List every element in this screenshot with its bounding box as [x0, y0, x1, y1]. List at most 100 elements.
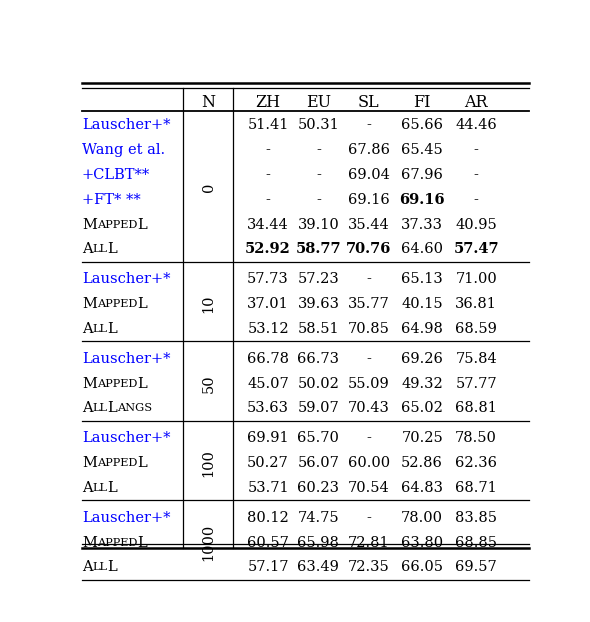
Text: SL: SL	[358, 94, 379, 111]
Text: Lauscher+*: Lauscher+*	[82, 351, 171, 366]
Text: 70.43: 70.43	[348, 401, 389, 415]
Text: 80.12: 80.12	[247, 511, 289, 525]
Text: 36.81: 36.81	[455, 297, 497, 311]
Text: L: L	[137, 297, 147, 311]
Text: 60.00: 60.00	[348, 456, 390, 470]
Text: LL: LL	[93, 244, 107, 254]
Text: ANGS: ANGS	[117, 404, 152, 414]
Text: L: L	[107, 322, 117, 336]
Text: 44.46: 44.46	[455, 118, 497, 132]
Text: 51.41: 51.41	[247, 118, 289, 132]
Text: M: M	[82, 297, 97, 311]
Text: 71.00: 71.00	[455, 272, 497, 286]
Text: -: -	[316, 143, 321, 157]
Text: M: M	[82, 456, 97, 470]
Text: A: A	[82, 322, 93, 336]
Text: A: A	[82, 401, 93, 415]
Text: -: -	[316, 193, 321, 207]
Text: 57.47: 57.47	[453, 243, 499, 256]
Text: 1000: 1000	[202, 524, 215, 561]
Text: -: -	[474, 143, 478, 157]
Text: 59.07: 59.07	[297, 401, 339, 415]
Text: APPED: APPED	[97, 458, 137, 468]
Text: 74.75: 74.75	[297, 511, 339, 525]
Text: 35.77: 35.77	[348, 297, 389, 311]
Text: 53.63: 53.63	[247, 401, 289, 415]
Text: L: L	[137, 456, 147, 470]
Text: 62.36: 62.36	[455, 456, 497, 470]
Text: Lauscher+*: Lauscher+*	[82, 118, 171, 132]
Text: 69.16: 69.16	[348, 193, 389, 207]
Text: 37.33: 37.33	[401, 218, 443, 231]
Text: 34.44: 34.44	[247, 218, 289, 231]
Text: 70.25: 70.25	[401, 431, 443, 445]
Text: APPED: APPED	[97, 379, 137, 389]
Text: L: L	[137, 376, 147, 391]
Text: 60.23: 60.23	[297, 481, 339, 495]
Text: -: -	[366, 511, 371, 525]
Text: 70.54: 70.54	[348, 481, 389, 495]
Text: 70.85: 70.85	[348, 322, 389, 336]
Text: 78.00: 78.00	[401, 511, 443, 525]
Text: 66.78: 66.78	[247, 351, 289, 366]
Text: 67.86: 67.86	[348, 143, 389, 157]
Text: +FT* **: +FT* **	[82, 193, 141, 207]
Text: -: -	[266, 193, 271, 207]
Text: +CLBT**: +CLBT**	[82, 168, 150, 182]
Text: APPED: APPED	[97, 537, 137, 547]
Text: 45.07: 45.07	[247, 376, 289, 391]
Text: 57.73: 57.73	[247, 272, 289, 286]
Text: 49.32: 49.32	[401, 376, 443, 391]
Text: 72.81: 72.81	[348, 536, 389, 550]
Text: 53.12: 53.12	[247, 322, 289, 336]
Text: L: L	[107, 243, 117, 256]
Text: 53.71: 53.71	[247, 481, 289, 495]
Text: AR: AR	[464, 94, 488, 111]
Text: N: N	[202, 94, 215, 111]
Text: 64.83: 64.83	[401, 481, 443, 495]
Text: 50: 50	[202, 374, 215, 393]
Text: 72.35: 72.35	[348, 560, 389, 575]
Text: 64.98: 64.98	[401, 322, 443, 336]
Text: 66.05: 66.05	[401, 560, 443, 575]
Text: -: -	[366, 118, 371, 132]
Text: 10: 10	[202, 295, 215, 313]
Text: 56.07: 56.07	[297, 456, 339, 470]
Text: EU: EU	[306, 94, 331, 111]
Text: 37.01: 37.01	[247, 297, 289, 311]
Text: 55.09: 55.09	[348, 376, 389, 391]
Text: 40.15: 40.15	[401, 297, 443, 311]
Text: 100: 100	[202, 449, 215, 477]
Text: FI: FI	[414, 94, 431, 111]
Text: 70.76: 70.76	[346, 243, 391, 256]
Text: A: A	[82, 481, 93, 495]
Text: -: -	[266, 143, 271, 157]
Text: 58.51: 58.51	[297, 322, 339, 336]
Text: 69.91: 69.91	[247, 431, 289, 445]
Text: 39.63: 39.63	[297, 297, 339, 311]
Text: L: L	[107, 481, 117, 495]
Text: 60.57: 60.57	[247, 536, 289, 550]
Text: M: M	[82, 218, 97, 231]
Text: 39.10: 39.10	[297, 218, 339, 231]
Text: 78.50: 78.50	[455, 431, 497, 445]
Text: LL: LL	[93, 562, 107, 572]
Text: M: M	[82, 376, 97, 391]
Text: Lauscher+*: Lauscher+*	[82, 272, 171, 286]
Text: -: -	[366, 272, 371, 286]
Text: 52.86: 52.86	[401, 456, 443, 470]
Text: 65.66: 65.66	[401, 118, 443, 132]
Text: 67.96: 67.96	[401, 168, 443, 182]
Text: APPED: APPED	[97, 220, 137, 230]
Text: 68.59: 68.59	[455, 322, 497, 336]
Text: APPED: APPED	[97, 299, 137, 309]
Text: 57.23: 57.23	[297, 272, 339, 286]
Text: L: L	[137, 536, 147, 550]
Text: A: A	[82, 243, 93, 256]
Text: 65.02: 65.02	[401, 401, 443, 415]
Text: 58.77: 58.77	[296, 243, 341, 256]
Text: 69.16: 69.16	[399, 193, 445, 207]
Text: -: -	[266, 168, 271, 182]
Text: Lauscher+*: Lauscher+*	[82, 431, 171, 445]
Text: -: -	[366, 431, 371, 445]
